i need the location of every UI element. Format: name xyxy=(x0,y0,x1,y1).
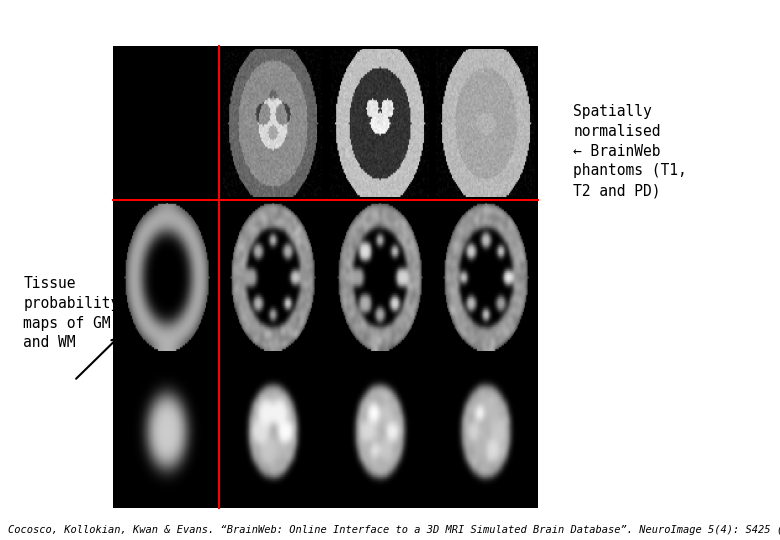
Bar xyxy=(113,46,538,508)
Text: Tissue
probability
maps of GM
and WM: Tissue probability maps of GM and WM xyxy=(23,276,119,350)
Text: Cocosco, Kollokian, Kwan & Evans. “BrainWeb: Online Interface to a 3D MRI Simula: Cocosco, Kollokian, Kwan & Evans. “Brain… xyxy=(8,524,780,535)
Text: Spatially
normalised
← BrainWeb
phantoms (T1,
T2 and PD): Spatially normalised ← BrainWeb phantoms… xyxy=(573,104,687,198)
